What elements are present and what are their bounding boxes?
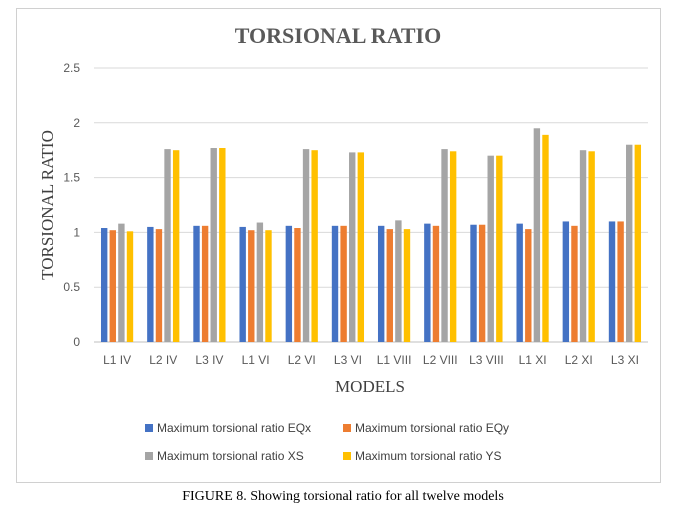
- y-tick-label: 1: [73, 225, 80, 239]
- x-tick-label: L2 VIII: [423, 353, 458, 367]
- bar-l1-vi-series-1: [239, 226, 246, 342]
- bar-l2-vi-series-4: [311, 150, 318, 342]
- x-tick-label: L1 IV: [103, 353, 131, 367]
- legend-swatch: [343, 424, 351, 432]
- y-tick-label: 1.5: [63, 171, 80, 185]
- y-tick-label: 2: [73, 116, 80, 130]
- bar-l2-vi-series-3: [302, 149, 310, 342]
- x-tick-label: L2 IV: [149, 353, 177, 367]
- bars: [100, 128, 642, 342]
- bar-l2-vi-series-1: [285, 225, 293, 342]
- bar-l1-vi-series-4: [265, 230, 272, 342]
- bar-l1-xi-series-4: [542, 134, 549, 342]
- bar-l3-vi-series-2: [340, 225, 347, 342]
- bar-l3-vi-series-4: [357, 152, 365, 342]
- bar-l1-viii-series-3: [395, 220, 402, 342]
- bar-l1-xi-series-3: [533, 128, 541, 342]
- y-tick-label: 0: [73, 335, 80, 349]
- bar-l2-xi-series-2: [571, 225, 578, 342]
- bar-l2-viii-series-1: [424, 223, 431, 342]
- bar-l2-xi-series-1: [562, 221, 570, 342]
- legend-swatch: [145, 452, 153, 460]
- bar-l1-vi-series-3: [256, 222, 264, 342]
- bar-l2-vi-series-2: [294, 228, 301, 342]
- bar-l1-iv-series-4: [126, 231, 134, 342]
- chart-title: TORSIONAL RATIO: [235, 23, 441, 48]
- bar-l1-iv-series-2: [109, 230, 116, 342]
- legend-label: Maximum torsional ratio XS: [157, 449, 304, 463]
- legend: Maximum torsional ratio EQx Maximum torsi…: [145, 421, 509, 463]
- bar-l1-viii-series-1: [377, 225, 385, 342]
- bar-l3-iv-series-1: [193, 225, 200, 342]
- y-tick-label: 0.5: [63, 280, 80, 294]
- bar-l2-viii-series-4: [449, 151, 457, 342]
- x-tick-label: L3 VI: [334, 353, 362, 367]
- y-axis-label: TORSIONAL RATIO: [38, 130, 57, 280]
- legend-label: Maximum torsional ratio EQx: [157, 421, 311, 435]
- bar-l1-viii-series-4: [403, 229, 411, 342]
- x-tick-label: L3 XI: [611, 353, 639, 367]
- bar-l3-iv-series-2: [201, 225, 209, 342]
- bar-l3-xi-series-1: [608, 221, 616, 342]
- legend-label: Maximum torsional ratio EQy: [355, 421, 509, 435]
- x-tick-labels: L1 IV L2 IV L3 IV L1 VI L2 VI L3 VI L1 VIII L2 …: [103, 353, 639, 367]
- x-tick-label: L1 VI: [242, 353, 270, 367]
- bar-l2-viii-series-3: [441, 149, 448, 342]
- bar-l3-viii-series-4: [496, 155, 503, 342]
- gridlines: [94, 67, 648, 343]
- bar-l3-vi-series-1: [331, 225, 339, 342]
- bar-l2-iv-series-3: [164, 149, 171, 342]
- x-tick-label: L2 VI: [288, 353, 316, 367]
- bar-l2-viii-series-2: [432, 225, 440, 342]
- x-tick-label: L1 XI: [519, 353, 547, 367]
- bar-l1-viii-series-2: [386, 229, 393, 342]
- legend-swatch: [343, 452, 351, 460]
- bar-l3-xi-series-2: [617, 221, 624, 342]
- y-tick-label: 2.5: [63, 61, 80, 75]
- bar-l3-vi-series-3: [349, 152, 356, 342]
- bar-l1-xi-series-2: [525, 229, 532, 342]
- x-tick-label: L3 IV: [195, 353, 223, 367]
- figure-caption: FIGURE 8. Showing torsional ratio for al…: [182, 489, 504, 504]
- legend-swatch: [145, 424, 153, 432]
- x-tick-label: L2 XI: [565, 353, 593, 367]
- bar-l3-iv-series-4: [219, 148, 226, 342]
- bar-l3-xi-series-3: [626, 144, 633, 342]
- bar-l2-xi-series-4: [588, 151, 595, 342]
- bar-l2-iv-series-4: [172, 150, 180, 342]
- x-tick-label: L3 VIII: [469, 353, 504, 367]
- bar-l3-viii-series-2: [478, 224, 486, 342]
- bar-l3-viii-series-3: [487, 155, 494, 342]
- bar-l1-xi-series-1: [516, 223, 523, 342]
- bar-l2-iv-series-1: [147, 226, 154, 342]
- x-axis-label: MODELS: [335, 377, 405, 396]
- y-tick-labels: 0 0.5 1 1.5 2 2.5: [63, 61, 80, 349]
- x-tick-label: L1 VIII: [377, 353, 412, 367]
- bar-l2-iv-series-2: [155, 229, 163, 342]
- bar-l3-viii-series-1: [470, 224, 477, 342]
- bar-l3-iv-series-3: [210, 148, 217, 342]
- bar-l1-iv-series-1: [100, 228, 108, 342]
- bar-l1-iv-series-3: [118, 223, 125, 342]
- bar-l3-xi-series-4: [634, 144, 642, 342]
- bar-l1-vi-series-2: [248, 230, 255, 342]
- legend-label: Maximum torsional ratio YS: [355, 449, 502, 463]
- bar-l2-xi-series-3: [579, 150, 587, 342]
